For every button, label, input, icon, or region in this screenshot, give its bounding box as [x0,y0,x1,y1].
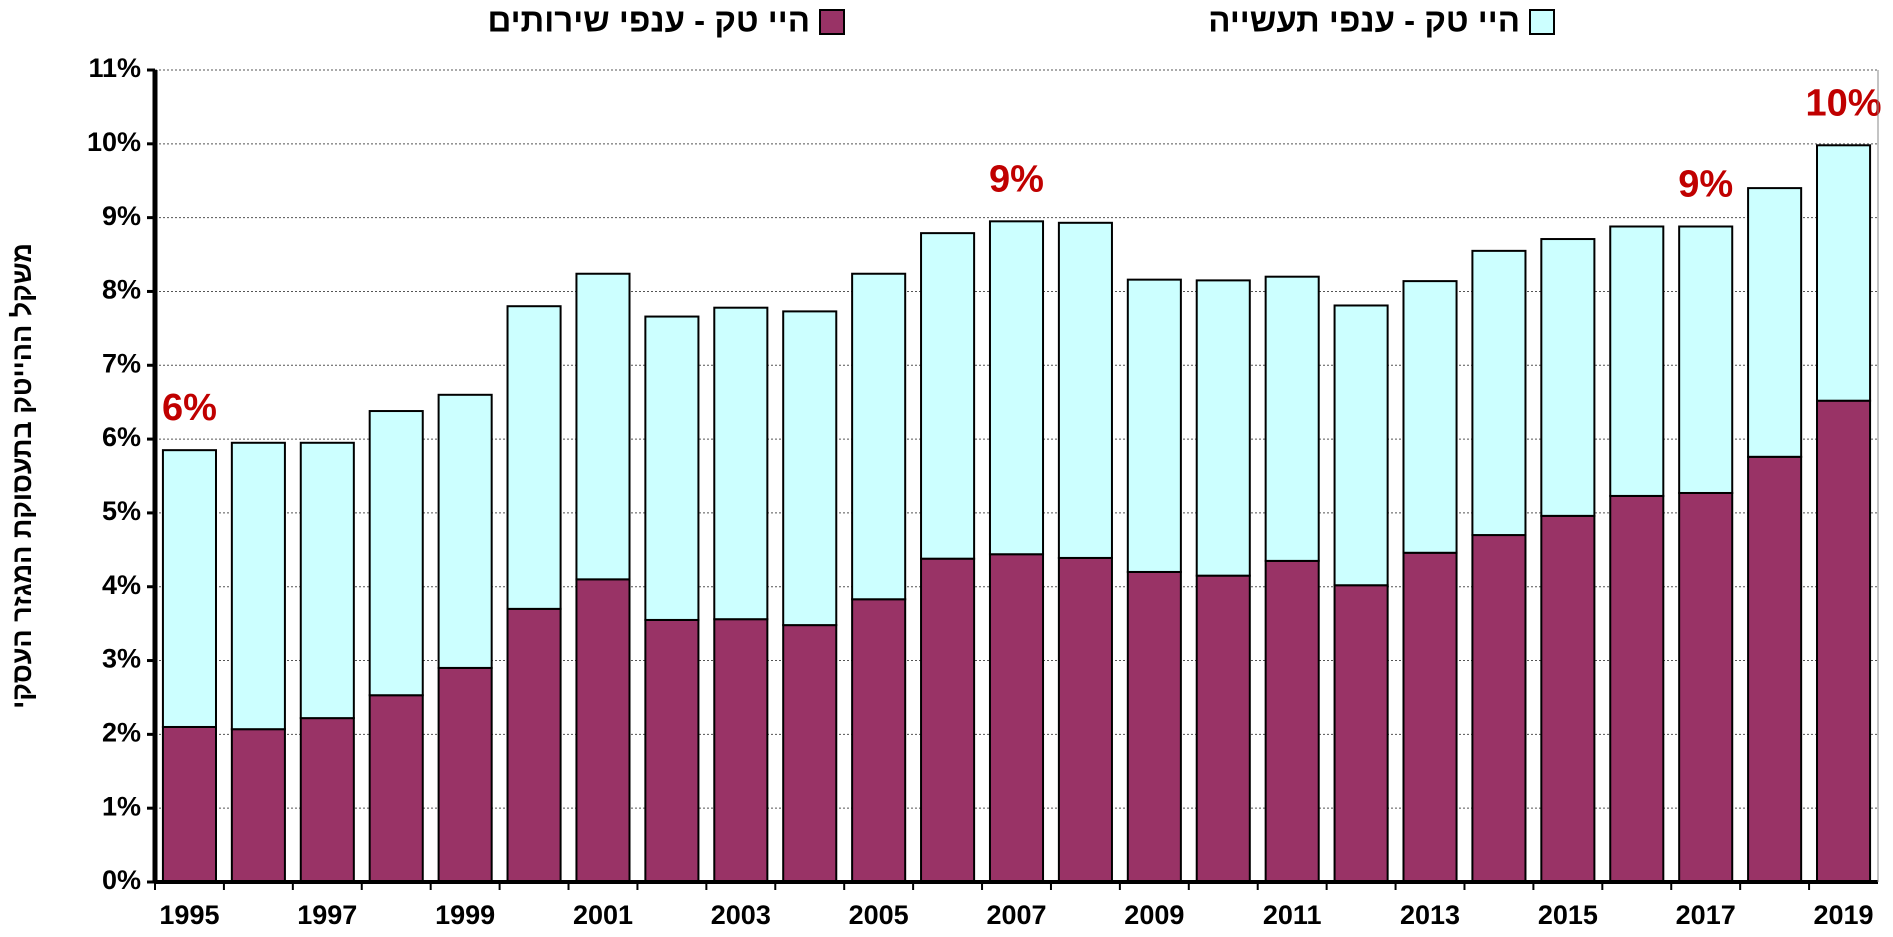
bar-segment [506,607,562,883]
annotation: 9% [989,158,1044,200]
x-tick-label: 2001 [573,900,633,930]
bar-segment [1057,221,1113,559]
y-tick-label: 9% [102,201,141,231]
bar-segment [230,728,286,883]
bar-segment [1264,559,1320,884]
bar-segment [782,310,838,627]
bar-segment [713,618,769,883]
bar-segment [299,441,355,720]
y-tick-label: 8% [102,275,141,305]
bar-segment [1678,491,1734,883]
annotation: 10% [1806,82,1882,124]
bar-segment [1609,225,1665,497]
bar-segment [1816,399,1872,883]
bar-segment [713,306,769,621]
bar-segment [1333,584,1389,883]
y-tick-label: 3% [102,644,141,674]
bar-segment [1747,187,1803,458]
bar-segment [1402,551,1458,884]
x-tick-label: 2003 [711,900,771,930]
y-tick-label: 0% [102,865,141,895]
legend-label: היי טק - ענפי שירותים [487,2,810,39]
bar-segment [161,725,217,883]
bar-segment [368,694,424,883]
x-tick-label: 2009 [1124,900,1184,930]
x-tick-label: 2013 [1400,900,1460,930]
y-tick-label: 11% [88,53,141,83]
y-tick-label: 1% [102,791,141,821]
y-axis-label: משקל ההייטק בתעסוקת המגזר העסקי [7,243,37,709]
bar-segment [437,666,493,883]
y-tick-label: 6% [102,422,141,452]
bar-segment [575,578,631,883]
x-tick-label: 2005 [849,900,909,930]
x-tick-label: 1995 [159,900,219,930]
y-tick-label: 7% [102,348,141,378]
legend-label: היי טק - ענפי תעשייה [1208,2,1520,39]
bar-segment [368,410,424,697]
bar-segment [299,717,355,884]
annotation: 6% [162,387,217,429]
bar-segment [1747,455,1803,883]
x-tick-label: 2019 [1814,900,1874,930]
y-tick-label: 2% [102,717,141,747]
bar-segment [1402,280,1458,554]
legend-swatch [819,9,845,35]
x-tick-label: 2011 [1263,900,1322,930]
x-tick-label: 2017 [1676,900,1736,930]
bar-segment [1195,574,1251,883]
bar-segment [851,598,907,883]
bar-segment [1057,556,1113,883]
bar-segment [1540,514,1596,883]
bar-segment [1126,278,1182,573]
y-tick-label: 10% [87,127,141,157]
x-tick-label: 2015 [1538,900,1598,930]
bar-segment [782,624,838,883]
bar-segment [644,618,700,883]
annotation: 9% [1678,164,1733,206]
bar-segment [1678,225,1734,494]
bar-segment [230,441,286,731]
bar-segment [1195,279,1251,577]
bar-segment [575,272,631,581]
bar-segment [920,232,976,560]
bar-segment [1471,534,1527,884]
x-tick-label: 2007 [986,900,1046,930]
bar-segment [1816,144,1872,402]
bar-segment [851,272,907,601]
x-tick-label: 1999 [435,900,495,930]
legend-swatch [1529,9,1555,35]
bar-segment [506,305,562,610]
y-tick-label: 4% [102,570,141,600]
bar-segment [1471,249,1527,537]
bar-segment [1540,238,1596,517]
bar-segment [1333,304,1389,587]
bar-segment [161,449,217,728]
bar-segment [988,553,1045,883]
bar-segment [644,315,700,621]
x-tick-label: 1997 [297,900,357,930]
bar-segment [920,557,976,884]
bar-segment [988,220,1045,556]
bar-segment [1609,494,1665,883]
bar-segment [1126,570,1182,883]
bar-segment [437,393,493,669]
bar-segment [1264,275,1320,562]
y-tick-label: 5% [102,496,141,526]
